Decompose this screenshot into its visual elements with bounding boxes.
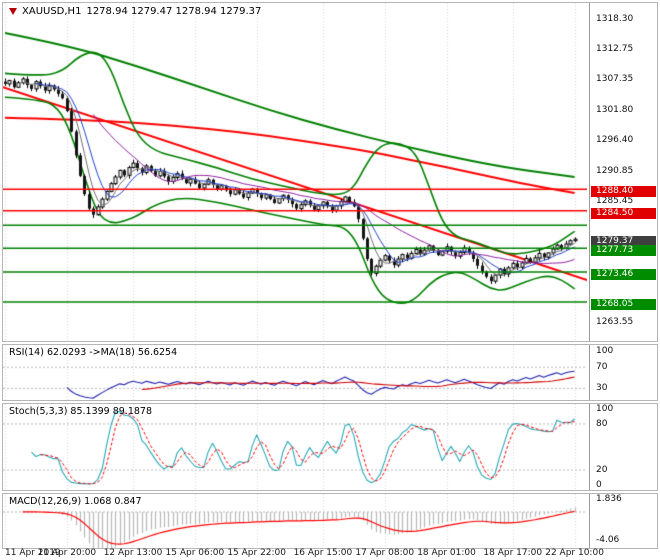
time-label: 16 Apr 15:00 bbox=[293, 548, 353, 558]
price-direction-icon bbox=[9, 8, 17, 15]
price-badge: 1279.37 bbox=[591, 236, 656, 247]
rsi-canvas[interactable] bbox=[3, 345, 587, 400]
ohlc-values: 1278.94 1279.47 1278.94 1279.37 bbox=[86, 6, 262, 17]
axis-price-label: 1285.45 bbox=[596, 196, 634, 206]
time-label: 22 Apr 10:00 bbox=[545, 548, 604, 558]
price-chart-canvas[interactable] bbox=[3, 3, 587, 341]
symbol-timeframe-label: XAUUSD,H1 bbox=[22, 6, 82, 17]
axis-value-label: 100 bbox=[596, 346, 614, 356]
macd-panel: MACD(12,26,9) 1.068 0.847 1.836 -4.06 bbox=[2, 493, 658, 549]
axis-price-label: 1290.85 bbox=[596, 166, 634, 176]
time-label: 12 Apr 13:00 bbox=[103, 548, 163, 558]
price-badge: 1277.73 bbox=[591, 245, 656, 256]
price-axis[interactable]: 1318.30 1312.75 1307.35 1301.80 1296.40 1290.… bbox=[589, 3, 657, 341]
axis-price-label: 1318.30 bbox=[596, 14, 634, 24]
stochastic-label: Stoch(5,3,3) 85.1399 89.1878 bbox=[9, 406, 153, 417]
axis-value-label: 0 bbox=[596, 480, 602, 490]
axis-value-label: 70 bbox=[596, 362, 608, 372]
macd-label: MACD(12,26,9) 1.068 0.847 bbox=[9, 496, 142, 507]
price-chart-panel: XAUUSD,H1 1278.94 1279.47 1278.94 1279.3… bbox=[2, 2, 658, 342]
axis-value-label: 1.836 bbox=[596, 494, 622, 504]
chart-title: XAUUSD,H1 1278.94 1279.47 1278.94 1279.3… bbox=[9, 6, 261, 17]
axis-value-label: -4.06 bbox=[596, 535, 620, 545]
axis-price-label: 1296.40 bbox=[596, 135, 634, 145]
axis-price-label: 1307.35 bbox=[596, 74, 634, 84]
axis-price-label: 1301.80 bbox=[596, 105, 634, 115]
time-label: 11 Apr 2019 bbox=[5, 548, 61, 558]
macd-canvas[interactable] bbox=[3, 494, 587, 548]
price-badge: 1273.46 bbox=[591, 269, 656, 280]
price-badge: 1284.50 bbox=[591, 208, 656, 219]
time-label: 18 Apr 17:00 bbox=[483, 548, 543, 558]
rsi-axis[interactable]: 100 70 30 bbox=[589, 345, 657, 400]
rsi-label: RSI(14) 62.0293 ->MA(18) 56.6254 bbox=[9, 347, 178, 358]
stochastic-axis[interactable]: 100 80 20 0 bbox=[589, 404, 657, 490]
axis-value-label: 30 bbox=[596, 383, 608, 393]
axis-value-label: 100 bbox=[596, 404, 614, 414]
time-label: 11 Apr 20:00 bbox=[37, 548, 97, 558]
time-label: 15 Apr 06:00 bbox=[165, 548, 225, 558]
time-label: 18 Apr 01:00 bbox=[417, 548, 476, 558]
time-axis[interactable]: 11 Apr 2019 11 Apr 20:00 12 Apr 13:00 15 Ap… bbox=[0, 548, 660, 560]
axis-value-label: 20 bbox=[596, 465, 608, 475]
stochastic-canvas[interactable] bbox=[3, 404, 587, 490]
price-badge: 1268.05 bbox=[591, 299, 656, 310]
price-badge: 1288.40 bbox=[591, 186, 656, 197]
axis-price-label: 1312.75 bbox=[596, 44, 634, 54]
time-label: 15 Apr 22:00 bbox=[227, 548, 287, 558]
time-label: 17 Apr 08:00 bbox=[355, 548, 415, 558]
macd-axis[interactable]: 1.836 -4.06 bbox=[589, 494, 657, 548]
stochastic-panel: Stoch(5,3,3) 85.1399 89.1878 100 80 20 0 bbox=[2, 403, 658, 491]
axis-value-label: 80 bbox=[596, 419, 608, 429]
rsi-panel: RSI(14) 62.0293 ->MA(18) 56.6254 100 70 30 bbox=[2, 344, 658, 401]
axis-price-label: 1263.55 bbox=[596, 317, 634, 327]
